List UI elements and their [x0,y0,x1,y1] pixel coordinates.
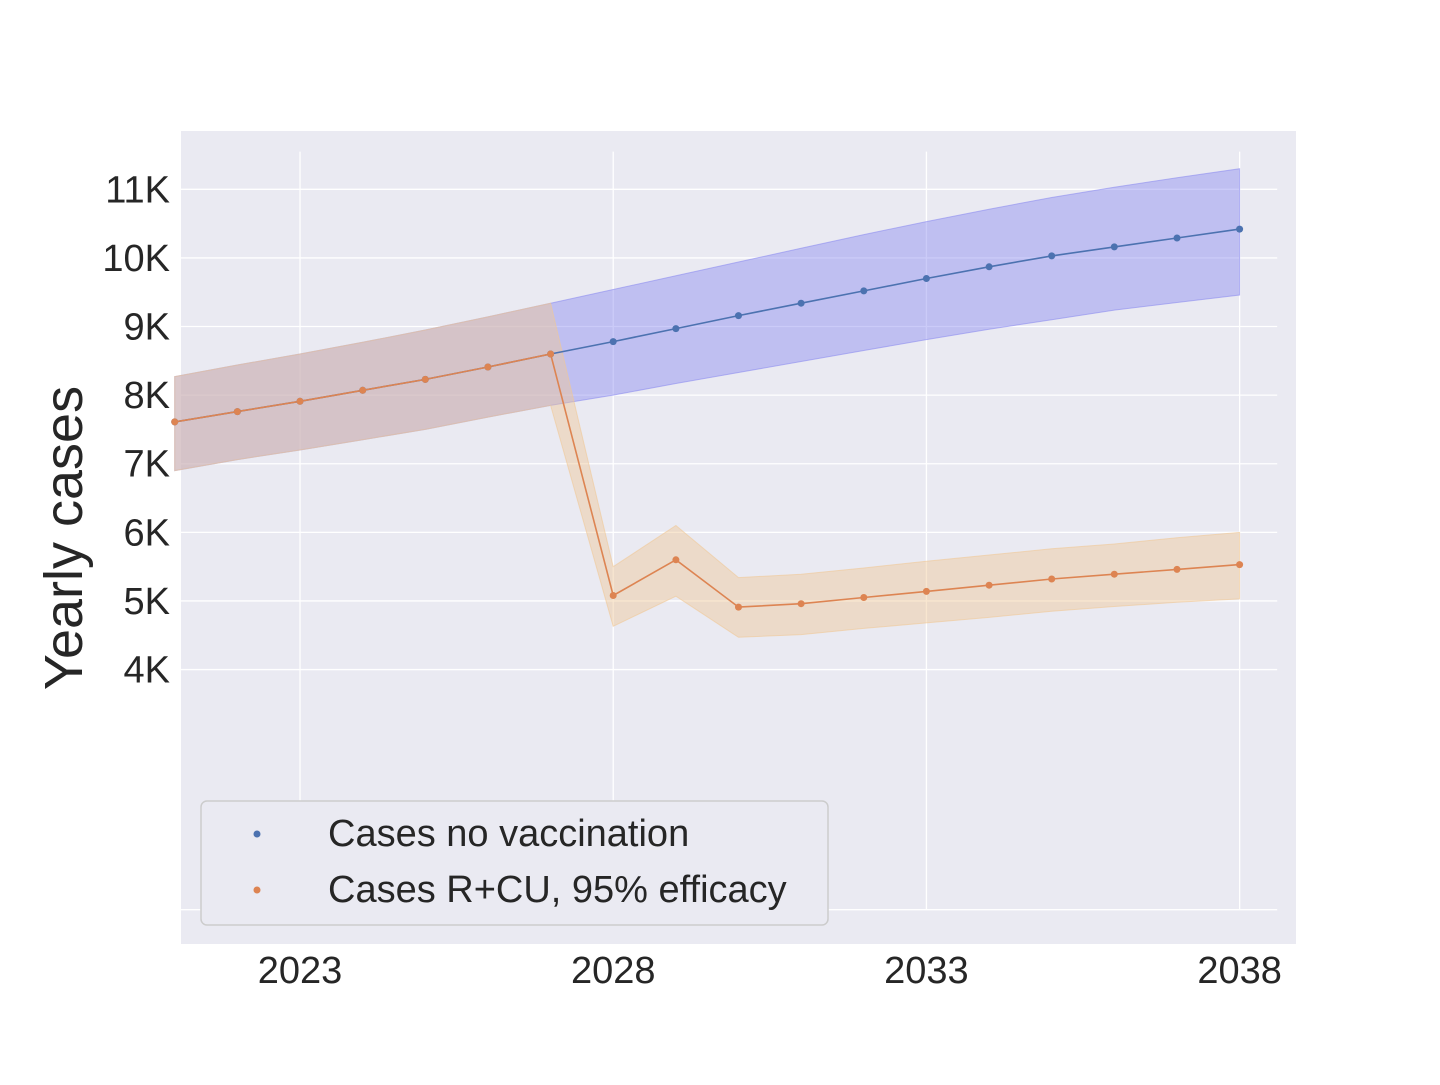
data-point-vaccination [1048,575,1056,583]
data-point-vaccination [547,350,555,358]
legend-marker-no-vaccination [253,830,261,838]
data-point-vaccination [421,375,429,383]
x-tick-label: 2038 [1197,950,1282,992]
y-tick-label: 7K [124,444,170,486]
data-point-vaccination [860,594,868,601]
data-point-vaccination [672,556,680,564]
data-point-no-vaccination [1110,243,1118,251]
data-point-vaccination [171,418,179,426]
data-point-vaccination [1236,561,1244,569]
legend-label-vaccination: Cases R+CU, 95% efficacy [328,869,787,911]
legend: Cases no vaccination Cases R+CU, 95% eff… [200,800,829,926]
data-point-no-vaccination [1048,252,1056,260]
series-line-vaccination [174,353,1240,608]
data-point-vaccination [922,587,930,595]
confidence-bands [174,168,1241,638]
data-point-no-vaccination [735,312,742,320]
data-point-no-vaccination [985,263,993,271]
y-axis-ticks: 4K 5K 6K 7K 8K 9K 10K 11K [102,169,170,691]
data-point-no-vaccination [1173,234,1181,242]
data-point-no-vaccination [797,299,805,307]
data-point-no-vaccination [1236,225,1244,233]
series-lines [174,228,1240,608]
data-point-vaccination [484,363,492,371]
x-tick-label: 2033 [884,950,969,992]
data-point-vaccination [359,386,367,394]
band-vaccination [174,302,1241,638]
y-tick-label: 4K [124,650,170,692]
y-tick-label: 8K [124,375,170,417]
legend-box [200,800,829,926]
data-point-vaccination [985,581,993,589]
series-points [171,225,1244,611]
x-tick-label: 2028 [571,950,656,992]
legend-marker-vaccination [253,886,261,894]
data-point-vaccination [233,408,241,416]
data-point-no-vaccination [922,275,930,282]
legend-label-no-vaccination: Cases no vaccination [328,813,689,855]
data-point-no-vaccination [609,338,617,346]
x-tick-label: 2023 [258,950,343,992]
data-point-vaccination [1173,565,1181,573]
y-tick-label: 5K [124,581,170,623]
y-tick-label: 9K [124,307,170,349]
y-tick-label: 11K [105,169,170,211]
data-point-vaccination [1110,570,1118,578]
data-point-vaccination [296,397,304,405]
data-point-vaccination [609,592,617,599]
y-tick-label: 10K [102,238,170,280]
x-axis-ticks: 2023 2028 2033 2038 [258,950,1282,992]
data-point-no-vaccination [860,287,868,295]
y-tick-label: 6K [124,512,170,554]
y-axis-label: Yearly cases [34,386,94,690]
data-point-vaccination [797,600,805,608]
data-point-no-vaccination [672,325,680,333]
data-point-vaccination [735,603,742,611]
